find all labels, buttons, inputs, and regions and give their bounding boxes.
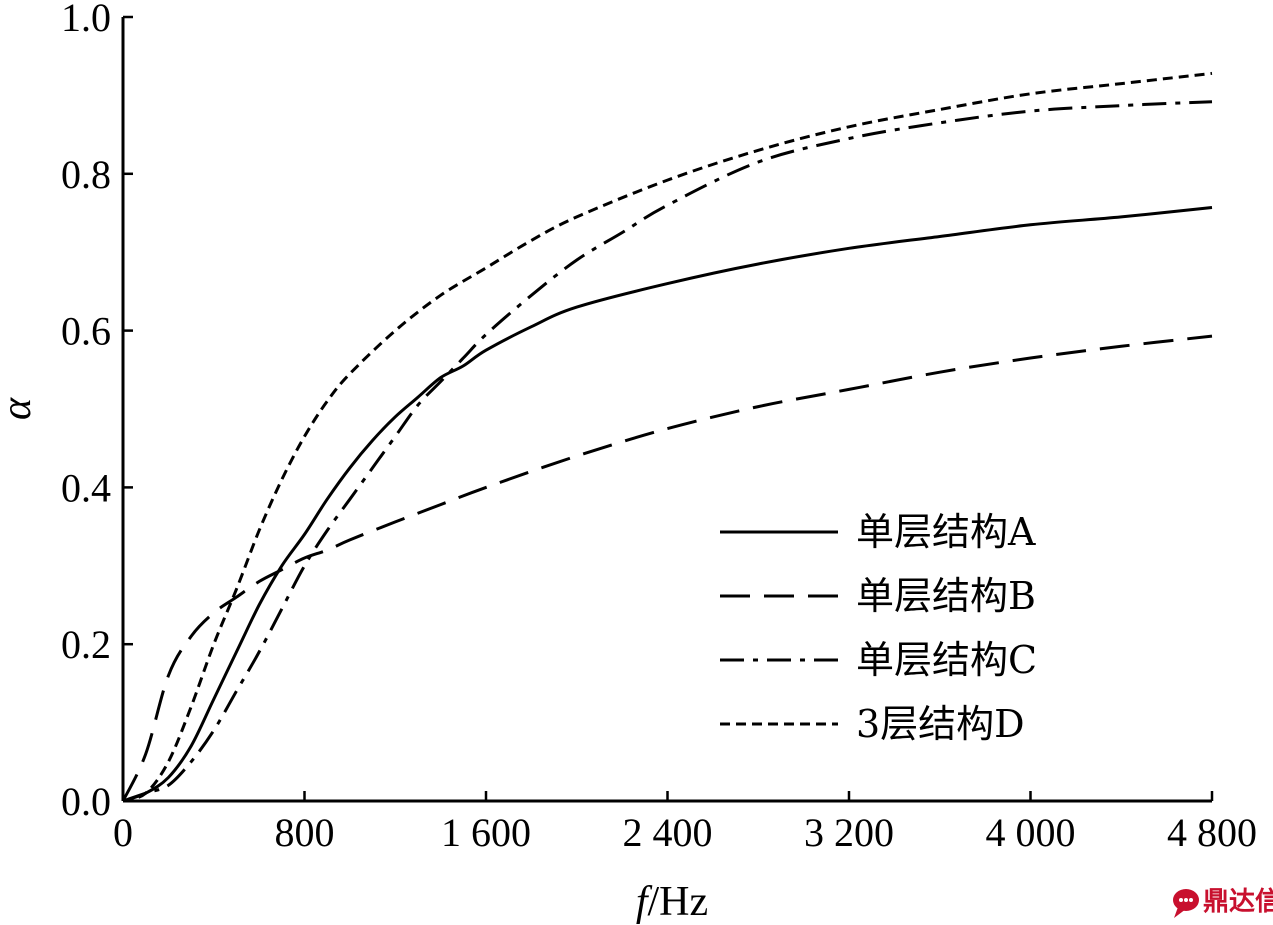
y-ticks: 0.0 0.2 0.4 0.6 0.8 1.0 — [61, 0, 133, 824]
y-tick-label: 0.8 — [61, 152, 111, 197]
x-ticks: 0 800 1 600 2 400 3 200 4 000 4 800 — [113, 791, 1257, 855]
x-axis-label-unit: /Hz — [648, 879, 709, 925]
series-group — [121, 71, 1213, 803]
y-tick-label: 0.4 — [61, 465, 111, 510]
x-tick-label: 800 — [275, 810, 335, 855]
legend: 单层结构A 单层结构B 单层结构C 3层结构D — [720, 510, 1037, 746]
watermark-text: 鼎达信 — [1203, 887, 1273, 917]
y-tick-label: 0.2 — [61, 622, 111, 667]
legend-label: 3层结构D — [856, 702, 1025, 746]
series-line-2 — [121, 334, 1213, 802]
x-tick-label: 2 400 — [623, 810, 713, 855]
series-line-3 — [122, 100, 1213, 803]
x-tick-label: 4 000 — [986, 810, 1076, 855]
x-tick-label: 1 600 — [441, 810, 531, 855]
series-line-1 — [122, 206, 1213, 803]
legend-label: 单层结构C — [856, 638, 1037, 682]
legend-label: 单层结构A — [856, 510, 1036, 554]
y-tick-label: 0.0 — [61, 779, 111, 824]
x-tick-label: 4 800 — [1167, 810, 1257, 855]
chat-bubble-icon — [1173, 889, 1199, 918]
legend-label: 单层结构B — [856, 574, 1036, 618]
y-axis-label: α — [0, 397, 40, 420]
x-axis-label: f/Hz — [636, 879, 708, 925]
watermark: 鼎达信 — [1173, 887, 1273, 918]
y-tick-label: 1.0 — [61, 0, 111, 40]
axes: 0 800 1 600 2 400 3 200 4 000 4 800 0.00.20.40… — [61, 0, 1257, 855]
series-line-4 — [122, 71, 1213, 803]
y-tick-label: 0.6 — [61, 309, 111, 354]
x-tick-label: 3 200 — [804, 810, 894, 855]
x-tick-label: 0 — [113, 810, 133, 855]
